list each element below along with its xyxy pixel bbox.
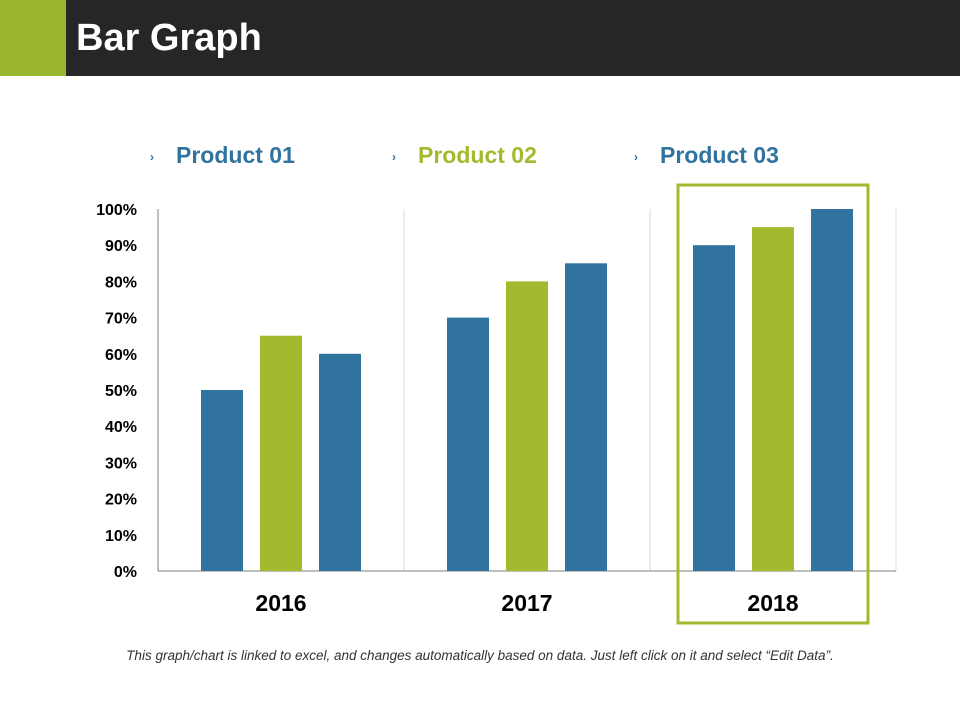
y-tick-label: 30% <box>105 455 137 472</box>
y-tick-label: 20% <box>105 492 137 509</box>
chevron-right-icon: › <box>150 149 154 164</box>
x-tick-label: 2016 <box>255 590 306 616</box>
y-tick-label: 100% <box>96 202 137 219</box>
header-bar <box>0 0 960 76</box>
y-tick-label: 90% <box>105 238 137 255</box>
chevron-right-icon: › <box>634 149 638 164</box>
x-tick-label: 2017 <box>501 590 552 616</box>
y-tick-label: 0% <box>114 564 137 581</box>
x-tick-label: 2018 <box>747 590 798 616</box>
y-tick-label: 50% <box>105 383 137 400</box>
legend-item-product-01: › Product 01 <box>150 140 295 170</box>
header-accent <box>0 0 66 76</box>
y-tick-label: 80% <box>105 274 137 291</box>
highlight-box <box>676 183 870 625</box>
bar-product-03-2016 <box>319 353 361 571</box>
legend-label: Product 01 <box>176 142 295 168</box>
page-title: Bar Graph <box>76 17 262 59</box>
bar-product-02-2017 <box>506 281 548 571</box>
legend-label: Product 03 <box>660 142 779 168</box>
chevron-right-icon: › <box>392 149 396 164</box>
y-tick-label: 40% <box>105 419 137 436</box>
y-tick-label: 10% <box>105 528 137 545</box>
bar-product-01-2017 <box>447 317 489 571</box>
bar-product-01-2016 <box>201 390 243 571</box>
legend-item-product-02: › Product 02 <box>392 140 537 170</box>
bar-product-02-2018 <box>752 227 794 571</box>
bar-product-03-2018 <box>811 209 853 571</box>
bar-product-03-2017 <box>565 263 607 571</box>
legend-item-product-03: › Product 03 <box>634 140 779 170</box>
bar-product-02-2016 <box>260 335 302 571</box>
y-tick-label: 60% <box>105 347 137 364</box>
bar-product-01-2018 <box>693 245 735 571</box>
footnote: This graph/chart is linked to excel, and… <box>126 648 834 663</box>
y-tick-label: 70% <box>105 311 137 328</box>
legend-label: Product 02 <box>418 142 537 168</box>
